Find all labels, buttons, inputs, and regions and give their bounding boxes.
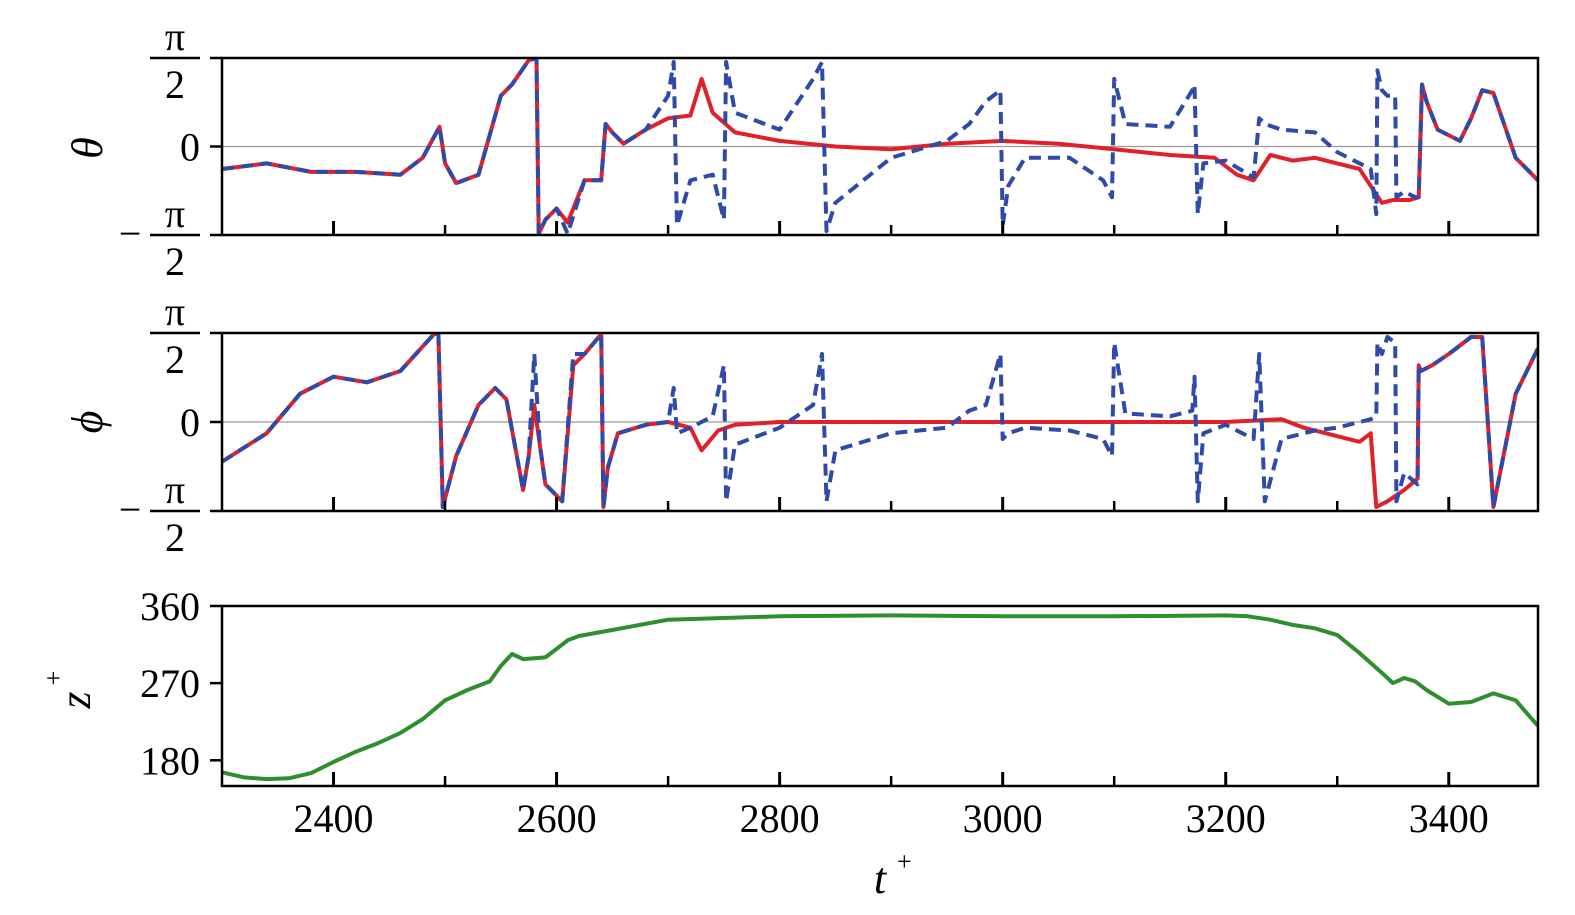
theta-y-tick-label-den: 2 xyxy=(165,239,185,284)
t-axis-label-sup: + xyxy=(897,847,912,876)
z-y-tick-label: 270 xyxy=(140,661,200,706)
theta-series-red-line xyxy=(222,58,1538,235)
x-tick-label: 2400 xyxy=(294,796,374,841)
phi-y-tick-label-num: π xyxy=(165,289,185,334)
z-axis-label-sup: + xyxy=(39,671,68,686)
theta-series-blue-line xyxy=(222,58,1538,235)
z-series-green-line xyxy=(222,613,1538,782)
x-tick-label: 3200 xyxy=(1186,796,1266,841)
theta-y-tick-label-num: π xyxy=(165,14,185,59)
phi-y-tick-label-den: 2 xyxy=(165,515,185,560)
x-tick-label: 3400 xyxy=(1409,796,1489,841)
z-y-tick-label: 180 xyxy=(140,738,200,783)
x-tick-label: 2800 xyxy=(740,796,820,841)
z-axes-frame xyxy=(220,604,1540,788)
z-axis-label: z xyxy=(51,691,100,709)
phi-y-tick-label-num: π xyxy=(165,467,185,512)
phi-y-tick-label: 0 xyxy=(180,400,200,445)
theta-y-tick-label: 0 xyxy=(180,125,200,170)
phi-series-red-line xyxy=(222,333,1538,509)
theta-y-tick-label-den: 2 xyxy=(165,62,185,107)
phi-axis-label: ϕ xyxy=(63,411,112,434)
phi-y-tick-label-den: 2 xyxy=(165,337,185,382)
phi-series-blue-line xyxy=(222,333,1538,509)
phi-y-tick-label-sign: − xyxy=(119,487,142,532)
x-tick-label: 3000 xyxy=(963,796,1043,841)
z-panel: 180 270 360 2400 2600 2800 3000 3200 3400 xyxy=(140,584,1540,841)
z-y-tick-label: 360 xyxy=(140,584,200,629)
theta-axis-label: θ xyxy=(63,137,112,159)
theta-y-tick-label-num: π xyxy=(165,191,185,236)
t-axis-label: t xyxy=(874,854,888,903)
x-tick-label: 2600 xyxy=(517,796,597,841)
theta-y-tick-label-sign: − xyxy=(119,211,142,256)
